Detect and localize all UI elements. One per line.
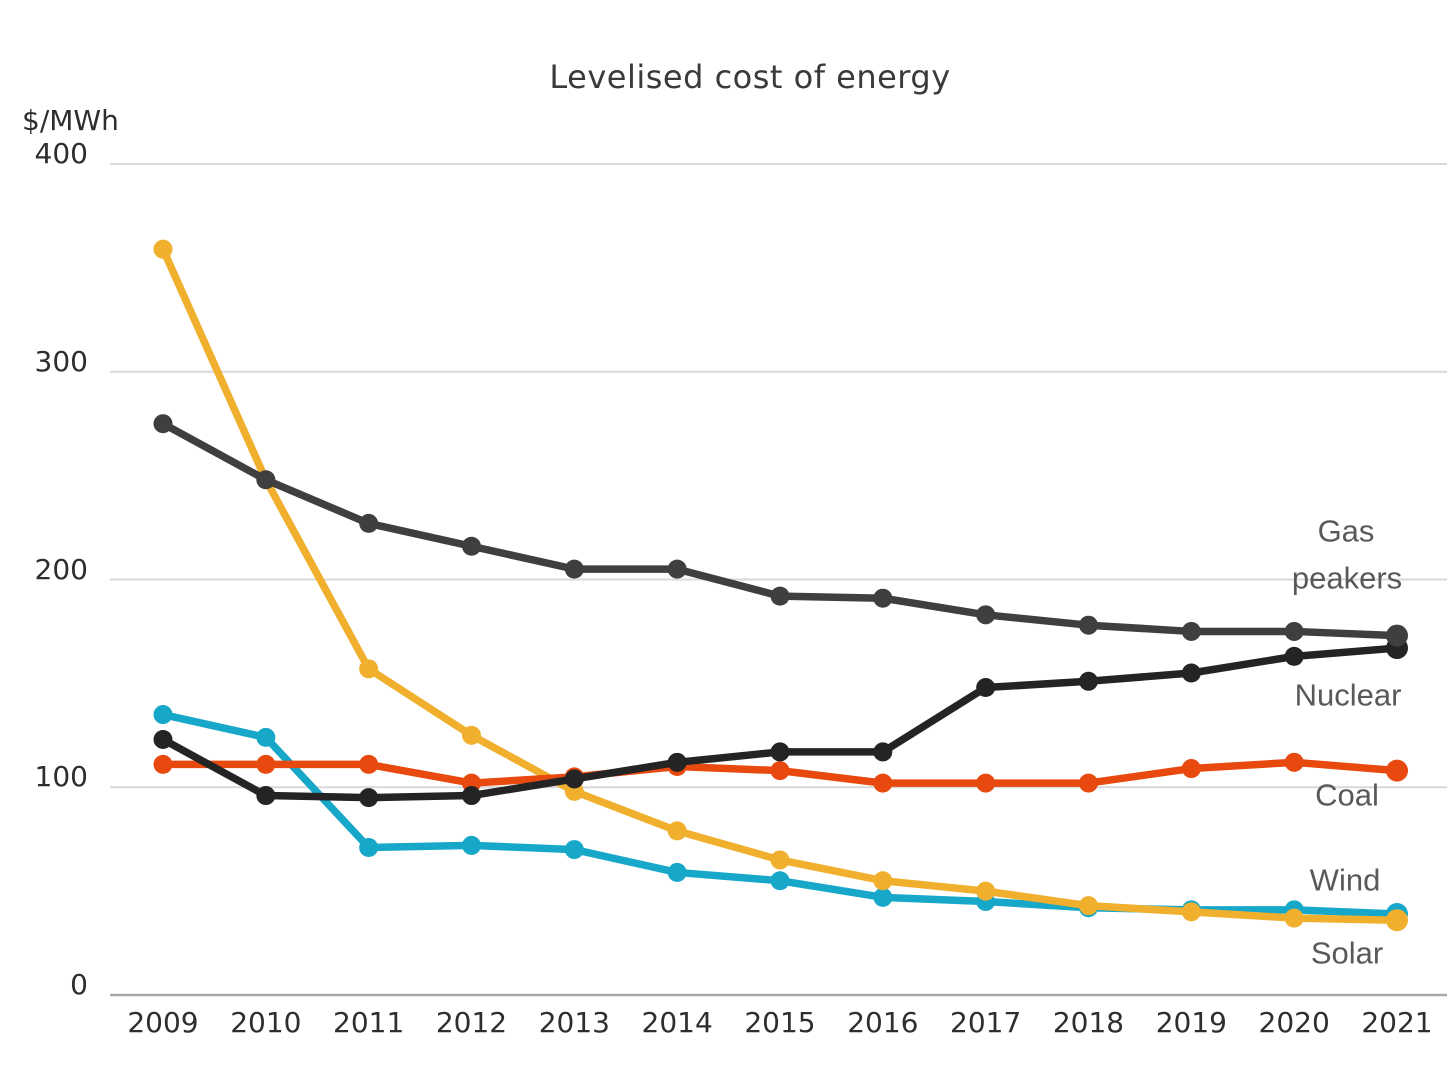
x-tick-label-2017: 2017: [950, 1006, 1022, 1039]
series-point-solar-2009: [153, 239, 173, 259]
series-nuclear: [153, 637, 1408, 808]
series-point-solar-2017: [976, 881, 996, 901]
series-point-gas-peakers-2012: [461, 536, 481, 556]
series-point-nuclear-2012: [461, 786, 481, 806]
series-point-nuclear-2014: [667, 752, 687, 772]
series-gas-peakers: [153, 414, 1408, 647]
series-point-solar-2019: [1181, 902, 1201, 922]
series-point-nuclear-2019: [1181, 663, 1201, 683]
series-point-coal-2009: [153, 754, 173, 774]
chart-title: Levelised cost of energy: [549, 58, 951, 96]
series-point-gas-peakers-2021: [1385, 624, 1408, 647]
series-point-nuclear-2015: [770, 742, 790, 762]
y-tick-label-0: 0: [70, 968, 88, 1001]
y-axis-unit-label: $/MWh: [22, 104, 119, 137]
series-point-gas-peakers-2010: [256, 470, 276, 490]
y-tick-label-100: 100: [34, 760, 88, 794]
series-point-gas-peakers-2013: [564, 559, 584, 579]
x-tick-label-2009: 2009: [127, 1006, 199, 1039]
series-point-solar-2011: [359, 659, 379, 679]
series-point-gas-peakers-2020: [1284, 621, 1304, 641]
series-point-solar-2020: [1284, 908, 1304, 928]
series-point-solar-2012: [461, 725, 481, 745]
series-point-gas-peakers-2018: [1078, 615, 1098, 635]
x-tick-label-2019: 2019: [1155, 1006, 1227, 1039]
series-point-gas-peakers-2015: [770, 586, 790, 606]
x-tick-label-2018: 2018: [1052, 1006, 1125, 1039]
series-point-gas-peakers-2016: [873, 588, 893, 608]
legend-label-nuclear: Nuclear: [1294, 677, 1402, 713]
x-tick-label-2015: 2015: [744, 1006, 816, 1039]
x-tick-label-2013: 2013: [538, 1006, 610, 1039]
series-point-gas-peakers-2019: [1181, 621, 1201, 641]
y-tick-label-300: 300: [34, 344, 88, 378]
series-line-solar: [159, 247, 1398, 924]
x-tick-label-2014: 2014: [641, 1006, 713, 1039]
series-point-coal-2020: [1284, 752, 1304, 772]
series-point-nuclear-2016: [873, 742, 893, 762]
series-point-wind-2013: [564, 840, 584, 860]
y-tick-label-200: 200: [34, 552, 88, 586]
series-point-coal-2021: [1385, 759, 1408, 782]
series-coal: [153, 752, 1408, 793]
series-point-coal-2018: [1078, 773, 1098, 793]
legend-label-gas-peakers-gas: Gas: [1317, 513, 1375, 549]
series-point-gas-peakers-2014: [667, 559, 687, 579]
series-point-coal-2019: [1181, 759, 1201, 779]
series-point-nuclear-2010: [256, 786, 276, 806]
series-point-nuclear-2011: [359, 788, 379, 808]
series-point-coal-2010: [256, 754, 276, 774]
x-tick-label-2020: 2020: [1258, 1006, 1330, 1039]
x-tick-label-2016: 2016: [847, 1006, 919, 1039]
series-point-nuclear-2017: [976, 678, 996, 698]
series-point-wind-2016: [873, 887, 893, 907]
series-point-wind-2011: [359, 837, 379, 857]
y-tick-label-400: 400: [34, 137, 88, 170]
series-point-coal-2016: [873, 773, 893, 793]
x-tick-label-2021: 2021: [1361, 1006, 1433, 1039]
series-point-solar-2021: [1385, 909, 1408, 932]
x-tick-label-2012: 2012: [435, 1006, 508, 1039]
series-solar: [153, 239, 1408, 932]
series-point-wind-2012: [461, 835, 481, 855]
series-point-gas-peakers-2009: [153, 414, 173, 434]
series-point-wind-2009: [153, 705, 173, 725]
x-tick-label-2010: 2010: [230, 1006, 302, 1039]
series-point-coal-2015: [770, 761, 790, 781]
legend-label-coal: Coal: [1315, 777, 1379, 813]
series-point-solar-2014: [667, 821, 687, 841]
legend-label-solar: Solar: [1310, 935, 1384, 971]
series-point-nuclear-2009: [153, 729, 173, 749]
x-tick-label-2011: 2011: [333, 1006, 405, 1039]
series-point-solar-2018: [1078, 896, 1098, 916]
series-point-gas-peakers-2017: [976, 605, 996, 625]
series-point-solar-2016: [873, 871, 893, 891]
series-point-coal-2017: [976, 773, 996, 793]
series-point-nuclear-2020: [1284, 646, 1304, 666]
series-point-coal-2011: [359, 754, 379, 774]
series-point-wind-2015: [770, 871, 790, 891]
series-point-solar-2015: [770, 850, 790, 870]
legend-label-wind: Wind: [1309, 862, 1381, 898]
series-wind: [153, 705, 1408, 925]
series-point-wind-2014: [667, 862, 687, 882]
series-point-wind-2010: [256, 727, 276, 747]
series-point-nuclear-2013: [564, 769, 584, 789]
legend-label-gas-peakers-peakers: peakers: [1291, 560, 1403, 596]
series-point-nuclear-2018: [1078, 671, 1098, 691]
series-point-gas-peakers-2011: [359, 513, 379, 533]
